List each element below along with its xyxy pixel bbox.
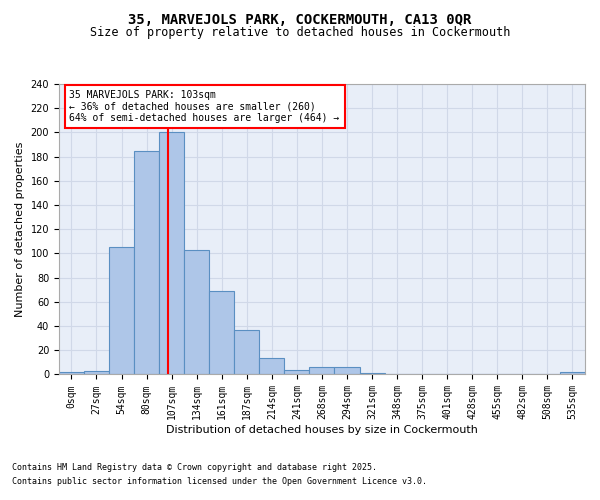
- Text: Size of property relative to detached houses in Cockermouth: Size of property relative to detached ho…: [90, 26, 510, 39]
- Bar: [134, 150, 159, 374]
- Bar: [184, 250, 209, 374]
- Bar: [560, 372, 585, 374]
- Bar: [59, 372, 84, 374]
- Text: 35 MARVEJOLS PARK: 103sqm
← 36% of detached houses are smaller (260)
64% of semi: 35 MARVEJOLS PARK: 103sqm ← 36% of detac…: [70, 90, 340, 123]
- Bar: [310, 367, 334, 374]
- Text: Contains public sector information licensed under the Open Government Licence v3: Contains public sector information licen…: [12, 477, 427, 486]
- Bar: [259, 358, 284, 374]
- X-axis label: Distribution of detached houses by size in Cockermouth: Distribution of detached houses by size …: [166, 425, 478, 435]
- Bar: [234, 330, 259, 374]
- Bar: [159, 132, 184, 374]
- Bar: [284, 370, 310, 374]
- Text: 35, MARVEJOLS PARK, COCKERMOUTH, CA13 0QR: 35, MARVEJOLS PARK, COCKERMOUTH, CA13 0Q…: [128, 12, 472, 26]
- Bar: [84, 371, 109, 374]
- Bar: [109, 248, 134, 374]
- Bar: [209, 291, 234, 374]
- Y-axis label: Number of detached properties: Number of detached properties: [15, 142, 25, 317]
- Bar: [334, 367, 359, 374]
- Text: Contains HM Land Registry data © Crown copyright and database right 2025.: Contains HM Land Registry data © Crown c…: [12, 464, 377, 472]
